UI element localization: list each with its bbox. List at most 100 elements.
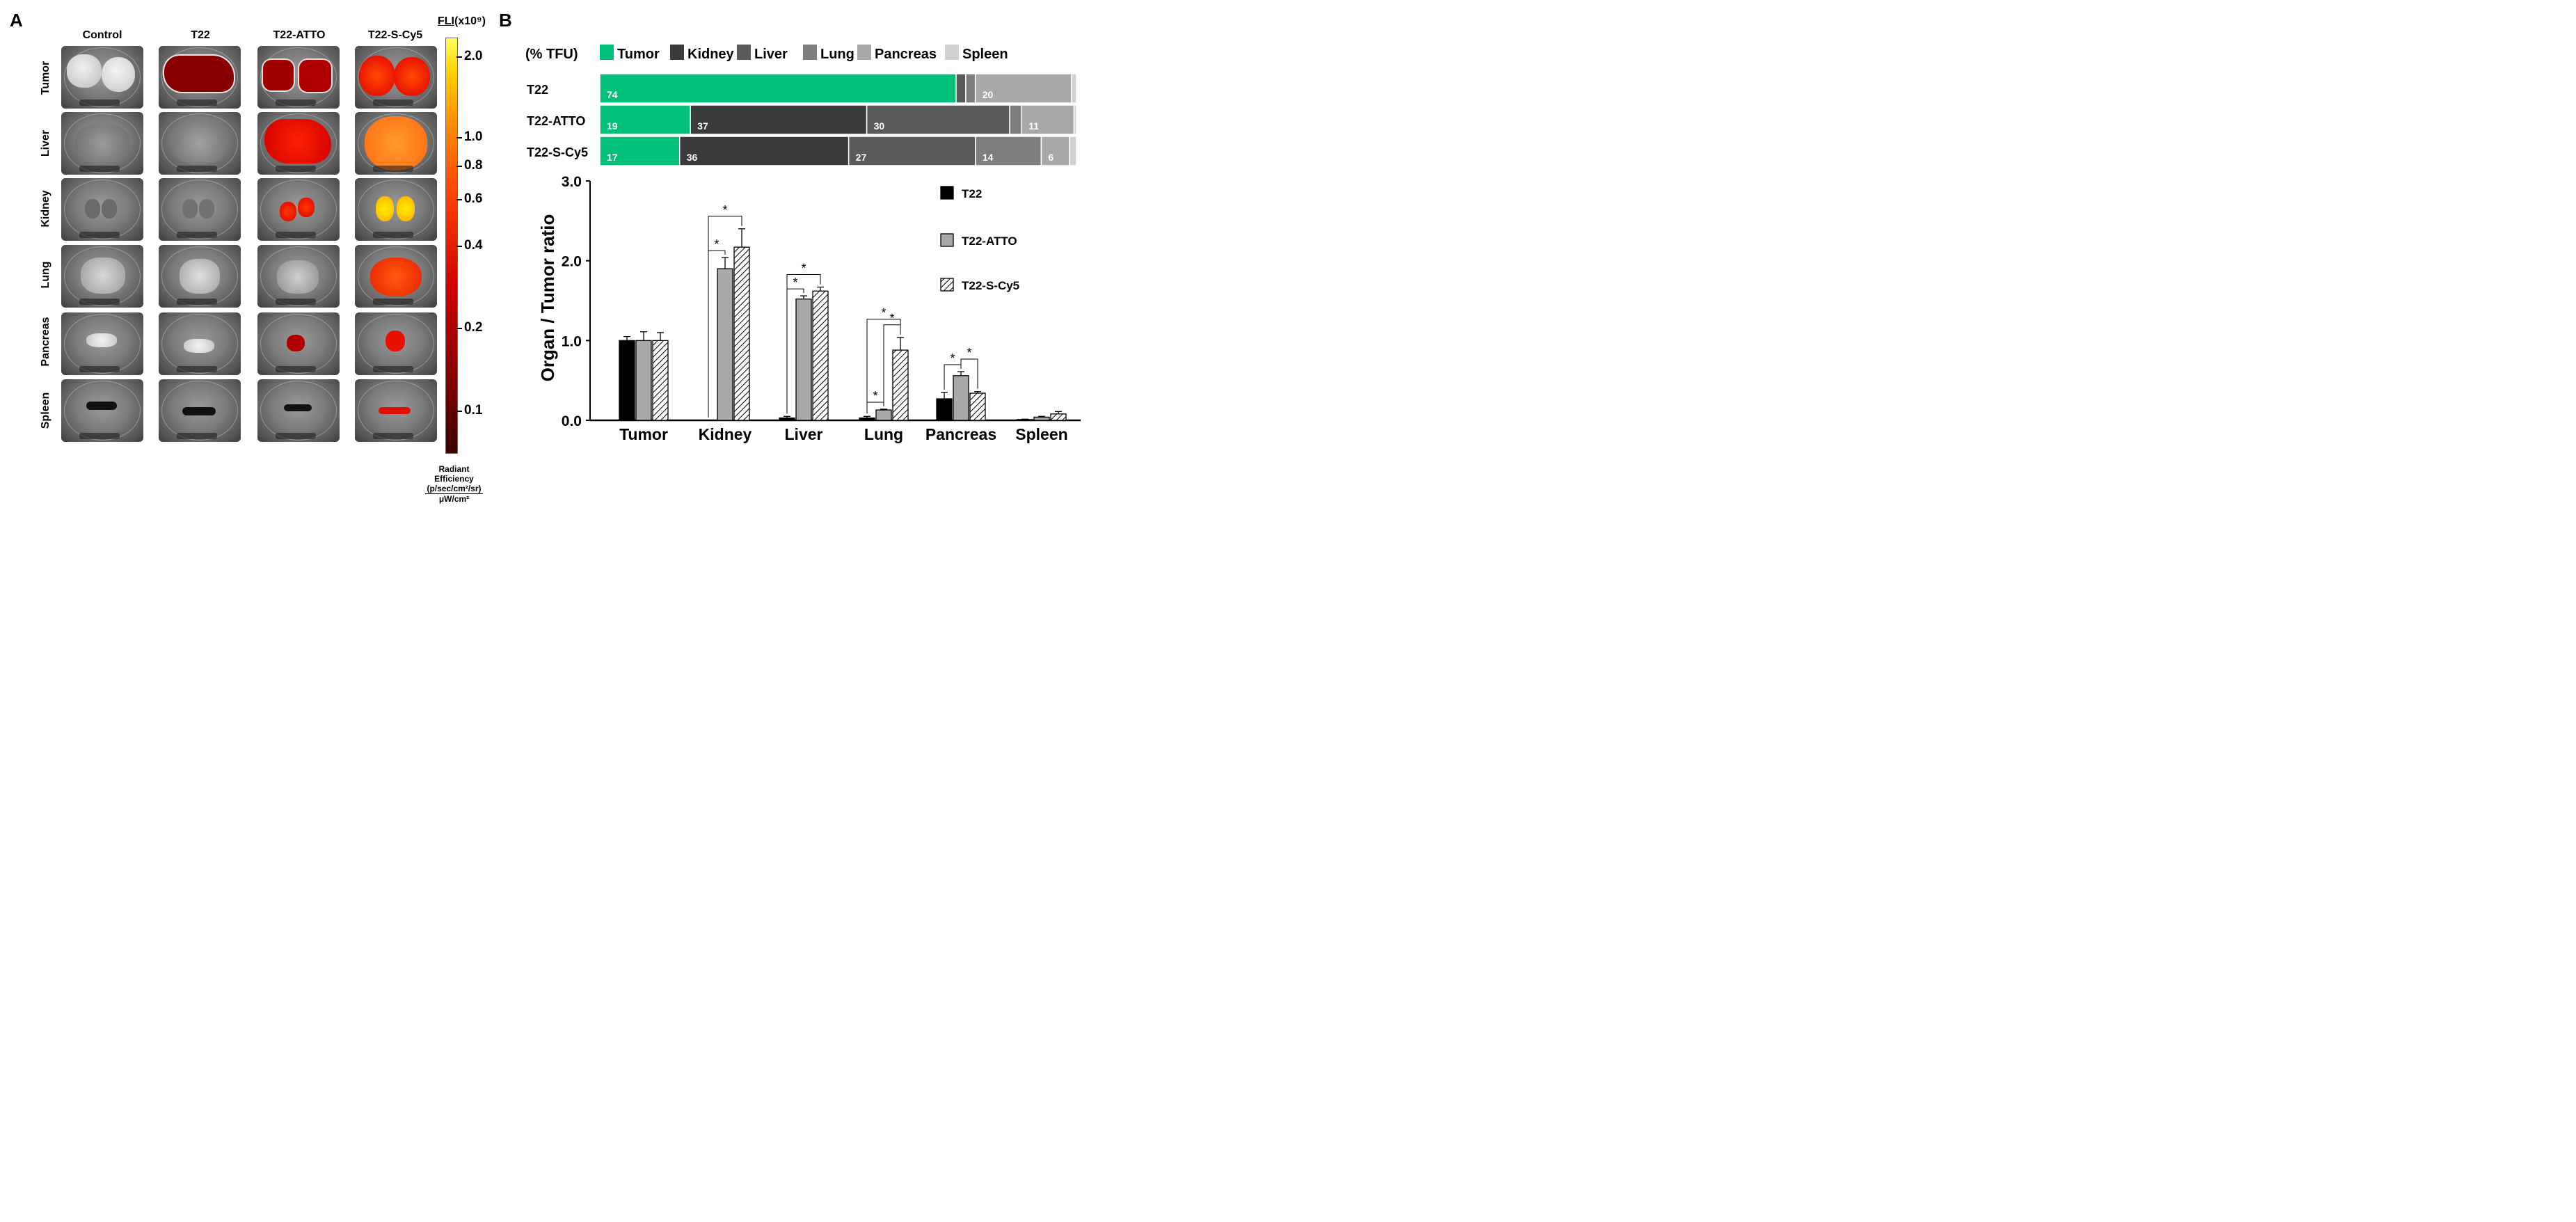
colorbar-tick-0-4: 0.4 (464, 238, 483, 253)
stack-legend-label-spleen: Spleen (962, 47, 1008, 62)
stack-row-label-t22: T22 (527, 83, 548, 97)
significance-bracket-liver-3 (786, 274, 821, 414)
image-lung-control (61, 245, 143, 308)
bar-tumor-t22-s-cy5 (652, 340, 669, 421)
image-liver-t22-atto (257, 112, 340, 175)
colorbar-unit-line-1: Radiant (438, 464, 470, 474)
stack-legend-title: (% TFU) (525, 47, 578, 62)
significance-star-lung-6: * (881, 306, 886, 320)
stack-segment-t22-liver (955, 73, 967, 104)
significance-star-pancreas-8: * (967, 346, 971, 360)
image-spleen-t22 (159, 379, 241, 442)
bar-legend-label-t22-s-cy5: T22-S-Cy5 (962, 279, 1019, 292)
image-pancreas-t22-atto (257, 312, 340, 375)
significance-star-liver-2: * (793, 276, 797, 289)
colorbar-unit-line-3: p/sec/cm²/sr (429, 484, 479, 493)
stack-value-t22-s-cy5-liver: 27 (856, 152, 867, 163)
stack-segment-t22-s-cy5-kidney (678, 136, 850, 166)
panel-b-charts: (% TFU) Tumor Kidney Liver Lung Pancreas Splee… (525, 45, 1081, 443)
image-spleen-t22-atto (257, 379, 340, 442)
stack-value-t22-tumor: 74 (607, 89, 618, 100)
significance-star-lung-5: * (889, 312, 894, 326)
bar-legend-swatch-t22-atto (940, 233, 954, 247)
stack-legend-label-pancreas: Pancreas (875, 47, 937, 62)
image-tumor-t22-s-cy5 (355, 46, 437, 109)
image-lung-t22-s-cy5 (355, 245, 437, 308)
image-pancreas-t22 (159, 312, 241, 375)
column-header-t22-atto: T22-ATTO (273, 29, 326, 41)
x-tick-label-lung: Lung (864, 425, 903, 443)
x-tick-label-kidney: Kidney (699, 425, 752, 443)
stack-segment-t22-spleen (1071, 73, 1077, 104)
bar-legend-swatch-t22-s-cy5 (940, 278, 954, 292)
image-kidney-t22 (159, 178, 241, 241)
bar-legend-swatch-t22 (940, 186, 954, 200)
column-header-t22-s-cy5: T22-S-Cy5 (367, 29, 423, 41)
bar-kidney-t22-s-cy5 (733, 246, 750, 421)
image-kidney-t22-atto (257, 178, 340, 241)
column-header-t22: T22 (191, 29, 210, 41)
stack-legend-label-tumor: Tumor (617, 47, 660, 62)
stack-value-t22-s-cy5-pancreas: 6 (1048, 152, 1054, 163)
bar-legend-label-t22-atto: T22-ATTO (962, 235, 1017, 248)
colorbar-tick-0-8: 0.8 (464, 158, 483, 173)
stack-legend-label-liver: Liver (754, 47, 788, 62)
image-lung-t22 (159, 245, 241, 308)
stack-segment-t22-s-cy5-spleen (1069, 136, 1077, 166)
bar-kidney-t22-atto (717, 268, 733, 421)
bar-spleen-t22-s-cy5 (1050, 413, 1067, 421)
column-header-control: Control (82, 29, 122, 41)
stack-segment-t22-atto-pancreas (1021, 104, 1075, 135)
stack-legend-label-lung: Lung (820, 47, 854, 62)
y-tick-label-2-0: 2.0 (562, 254, 582, 270)
x-tick-label-pancreas: Pancreas (925, 425, 996, 443)
image-kidney-t22-s-cy5 (355, 178, 437, 241)
stack-legend-swatch-pancreas (857, 45, 871, 60)
stack-value-t22-pancreas: 20 (983, 89, 994, 100)
stack-segment-t22-s-cy5-tumor (599, 136, 681, 166)
significance-star-lung-4: * (873, 389, 877, 403)
colorbar-unit-line-4: μW/cm² (438, 494, 470, 504)
image-spleen-t22-s-cy5 (355, 379, 437, 442)
bar-lung-t22-atto (875, 409, 892, 421)
x-tick-label-liver: Liver (785, 425, 823, 443)
stack-segment-t22-lung (965, 73, 976, 104)
stack-segment-t22-s-cy5-liver (848, 136, 976, 166)
image-pancreas-t22-s-cy5 (355, 312, 437, 375)
image-kidney-control (61, 178, 143, 241)
colorbar-tick-2-0: 2.0 (464, 49, 483, 63)
colorbar-title-fli: FLI (438, 15, 454, 27)
stack-segment-t22-tumor (599, 73, 957, 104)
stack-value-t22-atto-kidney: 37 (697, 120, 708, 132)
image-liver-control (61, 112, 143, 175)
significance-bracket-kidney-1 (708, 216, 742, 418)
stack-legend-swatch-spleen (945, 45, 959, 60)
x-tick-label-tumor: Tumor (619, 425, 668, 443)
significance-star-kidney-0: * (714, 237, 719, 251)
bar-liver-t22-s-cy5 (812, 290, 829, 421)
bar-tumor-t22-atto (635, 340, 652, 421)
colorbar-tick-1-0: 1.0 (464, 129, 483, 144)
bar-spleen-t22-atto (1033, 416, 1050, 421)
image-lung-t22-atto (257, 245, 340, 308)
colorbar-tick-0-2: 0.2 (464, 320, 483, 335)
colorbar-title-scale: (x10⁹) (454, 15, 486, 27)
y-axis-title: Organ / Tumor ratio (537, 214, 558, 382)
stack-value-t22-atto-pancreas: 11 (1028, 120, 1039, 132)
stack-legend-swatch-tumor (600, 45, 614, 60)
stack-row-label-t22-atto: T22-ATTO (527, 114, 585, 128)
image-liver-t22-s-cy5 (355, 112, 437, 175)
bar-liver-t22-atto (795, 299, 812, 421)
bar-lung-t22 (859, 417, 875, 421)
significance-bracket-pancreas-8 (960, 358, 978, 389)
stack-row-label-t22-s-cy5: T22-S-Cy5 (527, 145, 588, 159)
significance-star-kidney-1: * (722, 203, 727, 217)
stack-legend-swatch-lung (803, 45, 817, 60)
bar-legend-label-t22: T22 (962, 187, 982, 200)
significance-bracket-lung-6 (866, 319, 901, 414)
y-tick-label-3-0: 3.0 (562, 174, 582, 190)
stack-value-t22-s-cy5-kidney: 36 (687, 152, 698, 163)
significance-star-liver-3: * (801, 262, 806, 276)
colorbar-tick-0-1: 0.1 (464, 403, 483, 418)
bar-pancreas-t22-atto (953, 375, 969, 421)
